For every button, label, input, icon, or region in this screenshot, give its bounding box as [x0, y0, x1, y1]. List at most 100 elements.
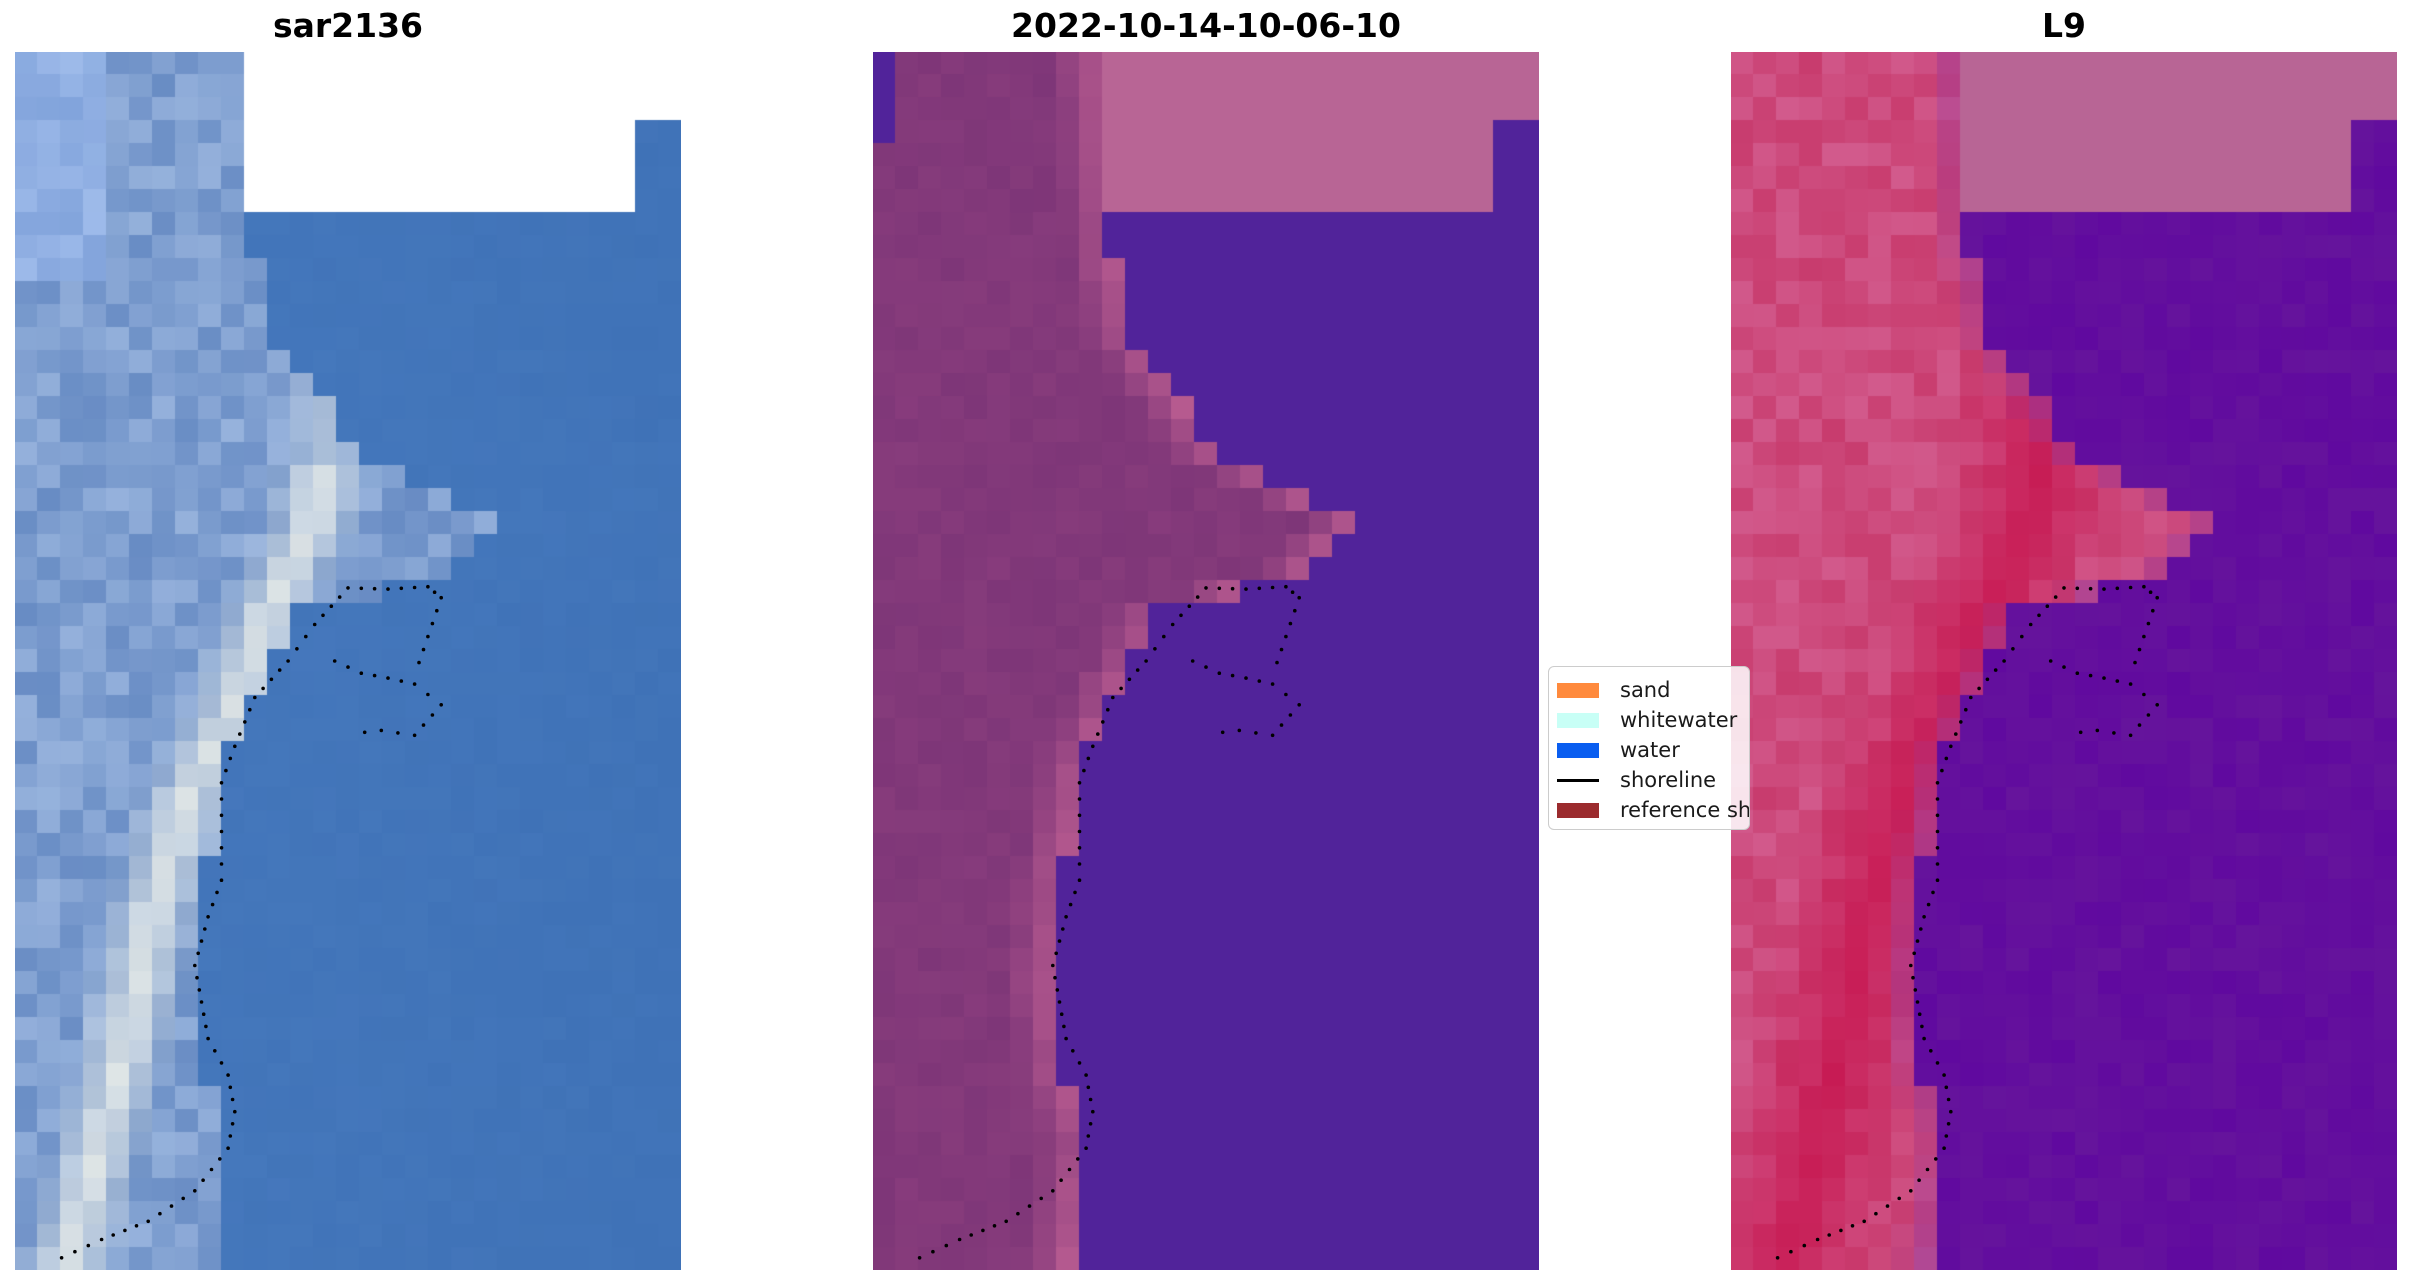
shoreline-point	[2088, 673, 2093, 678]
shoreline-point	[1862, 1219, 1866, 1224]
shoreline-point	[1119, 686, 1123, 691]
shoreline-point	[1946, 1122, 1951, 1126]
shoreline-point	[432, 590, 437, 594]
shoreline-point	[412, 682, 417, 686]
shoreline-point	[304, 634, 308, 639]
shoreline-point	[1935, 781, 1940, 785]
shoreline-point	[399, 586, 404, 591]
shoreline-point	[396, 731, 400, 735]
shoreline-point	[1059, 1012, 1064, 1016]
shoreline-point	[1077, 797, 1082, 801]
shoreline-point	[206, 1036, 210, 1041]
shoreline-point	[1942, 1146, 1946, 1150]
shoreline-point	[1922, 1036, 1926, 1041]
panel-title-sar2136: sar2136	[272, 6, 424, 45]
shoreline-point	[359, 586, 364, 591]
shoreline-point	[269, 677, 274, 682]
shoreline-point	[1297, 703, 1301, 707]
shoreline-point	[1942, 1073, 1946, 1077]
shoreline-point	[286, 659, 290, 663]
shoreline-point	[197, 988, 202, 992]
shoreline-point	[228, 756, 233, 761]
shoreline-point	[1284, 692, 1288, 697]
shoreline-point	[1940, 768, 1944, 773]
shoreline-point	[426, 692, 430, 697]
shoreline-point	[346, 665, 350, 669]
shoreline-overlay	[59, 584, 444, 1260]
shoreline-point	[1935, 862, 1940, 866]
shoreline-point	[430, 621, 435, 626]
shoreline-point	[412, 585, 417, 590]
shoreline-point	[329, 604, 334, 608]
shoreline-point	[1935, 813, 1940, 818]
shoreline-point	[1279, 647, 1284, 652]
shoreline-point	[1911, 975, 1915, 980]
shoreline-point	[1106, 707, 1110, 712]
shoreline-point	[426, 634, 430, 639]
shoreline-point	[1935, 846, 1940, 850]
shoreline-point	[1073, 890, 1077, 895]
shoreline-point	[253, 695, 257, 700]
shoreline-point	[1064, 1036, 1068, 1041]
shoreline-point	[1220, 730, 1225, 735]
shoreline-point	[1802, 1243, 1807, 1248]
shoreline-point	[1195, 595, 1200, 599]
shoreline-point	[2020, 634, 2024, 639]
shoreline-point	[1016, 1211, 1020, 1216]
legend-item-water: water	[1557, 737, 1680, 763]
shoreline-point	[2048, 659, 2053, 663]
shoreline-point	[1027, 1204, 1032, 1208]
shoreline-point	[219, 878, 224, 882]
shoreline-point	[215, 890, 219, 895]
shoreline-point	[1915, 939, 1920, 943]
shoreline-point	[2142, 584, 2146, 589]
shoreline-point	[228, 1134, 233, 1138]
shoreline-point	[981, 1228, 985, 1233]
shoreline-point	[1064, 915, 1068, 919]
shoreline-point	[399, 679, 404, 683]
shoreline-point	[1909, 1189, 1913, 1193]
shoreline-point	[230, 1097, 235, 1102]
shoreline-point	[1915, 1000, 1920, 1004]
shoreline-point	[321, 613, 325, 618]
shoreline-point	[1077, 878, 1082, 882]
shoreline-point	[277, 668, 282, 672]
shoreline-point	[2037, 613, 2041, 618]
shoreline-point	[1920, 1024, 1924, 1029]
legend-label: shoreline	[1620, 768, 1717, 792]
shoreline-point	[86, 1243, 91, 1248]
shoreline-point	[1077, 813, 1082, 818]
shoreline-point	[1254, 731, 1258, 735]
shoreline-point	[1290, 590, 1295, 594]
shoreline-point	[233, 1109, 237, 1114]
reference-shoreline-swatch	[1557, 802, 1599, 818]
shoreline-point	[206, 915, 210, 919]
shoreline-point	[2062, 665, 2066, 669]
shoreline-point	[1949, 744, 1953, 749]
shoreline-point	[1935, 878, 1940, 882]
shoreline-point	[337, 595, 342, 599]
shoreline-point	[1057, 1000, 1062, 1004]
shoreline-point	[1944, 1085, 1949, 1090]
shoreline-point	[226, 1073, 230, 1077]
shoreline-point	[1051, 1189, 1055, 1193]
shoreline-point	[219, 829, 224, 834]
shoreline-point	[1237, 728, 1242, 733]
legend-label: water	[1620, 738, 1680, 762]
shoreline-point	[312, 622, 317, 627]
panel-title-l9: L9	[2042, 6, 2086, 45]
shoreline-point	[99, 1237, 104, 1242]
shoreline-overlay	[917, 584, 1301, 1260]
shoreline-point	[134, 1224, 139, 1228]
shoreline-point	[111, 1233, 115, 1237]
shoreline-point	[218, 1157, 222, 1161]
shoreline-point	[1111, 695, 1115, 700]
shoreline-point	[2155, 595, 2159, 600]
shoreline-point	[213, 1049, 217, 1053]
shoreline-point	[2112, 731, 2116, 735]
shoreline-point	[2102, 676, 2106, 680]
shoreline-point	[1084, 1146, 1088, 1150]
shoreline-point	[1217, 586, 1222, 591]
shoreline-point	[2053, 595, 2058, 599]
shoreline-point	[1086, 1134, 1091, 1138]
